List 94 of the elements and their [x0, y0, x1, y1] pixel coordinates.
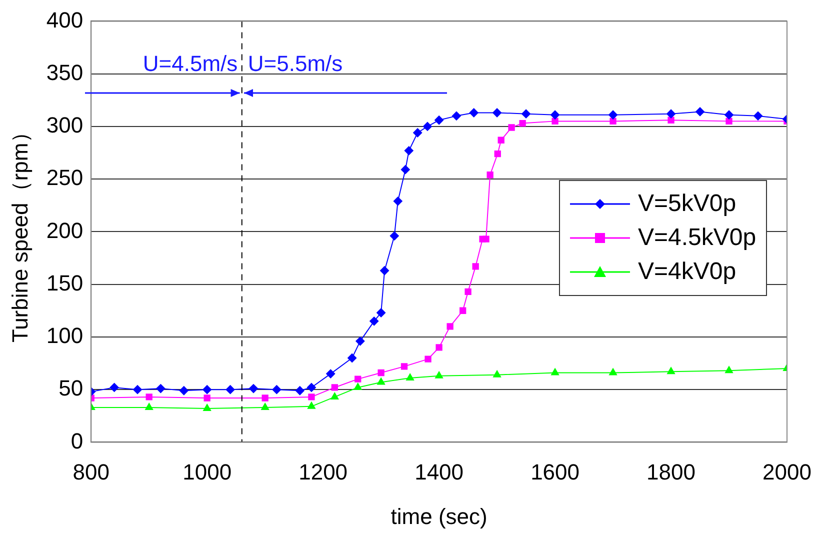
point [446, 323, 454, 330]
point [725, 366, 733, 374]
point [469, 108, 478, 118]
point [726, 118, 732, 125]
point [724, 110, 734, 120]
y-tick-label: 0 [70, 428, 84, 454]
x-tick-label: 1600 [530, 459, 580, 484]
y-tick-label: 50 [58, 376, 84, 401]
point [204, 394, 210, 402]
x-tick-label: 800 [72, 459, 110, 484]
y-axis-title: Turbine speed（rpm） [7, 120, 32, 343]
x-axis-title: time (sec) [390, 504, 488, 529]
point [400, 363, 408, 370]
point [666, 109, 676, 118]
point [508, 124, 515, 131]
point [436, 344, 442, 351]
point [435, 371, 444, 378]
point [330, 392, 339, 400]
x-tick-label: 1800 [646, 459, 696, 484]
point [146, 394, 152, 400]
point [754, 111, 763, 120]
point [400, 165, 410, 174]
point [348, 354, 357, 362]
point [494, 150, 501, 158]
point [464, 288, 472, 296]
point [486, 172, 494, 178]
point [610, 118, 616, 125]
point [376, 308, 386, 318]
point [308, 402, 316, 409]
x-tick-label: 1000 [182, 459, 232, 484]
point [326, 369, 336, 378]
point [202, 385, 212, 394]
point [248, 384, 258, 394]
point [668, 116, 674, 124]
point [406, 374, 414, 380]
point [460, 307, 466, 314]
annotation: U=4.5m/s [142, 51, 238, 78]
point [393, 196, 402, 206]
point [145, 402, 154, 410]
point [552, 118, 558, 125]
point [378, 369, 384, 376]
point [472, 263, 479, 270]
point [452, 111, 461, 120]
y-tick-label: 400 [46, 7, 84, 32]
y-tick-label: 350 [46, 60, 84, 85]
point [272, 385, 282, 394]
point [331, 384, 338, 391]
legend-label: V=4.5kV0p [638, 224, 756, 252]
y-tick-label: 300 [46, 112, 84, 138]
point [377, 378, 386, 385]
point [434, 116, 444, 125]
point [156, 384, 166, 394]
point [519, 120, 526, 127]
point [522, 109, 531, 118]
point [404, 146, 414, 156]
point [413, 128, 422, 138]
point [203, 404, 212, 412]
point [179, 386, 188, 396]
point [133, 385, 142, 394]
y-tick-label: 250 [46, 165, 84, 190]
point [306, 382, 316, 392]
point [354, 382, 362, 390]
y-tick-label: 100 [46, 323, 84, 348]
point [492, 108, 502, 118]
y-tick-label: 200 [46, 218, 84, 243]
point [370, 316, 379, 326]
point [424, 356, 432, 362]
y-tick-label: 150 [46, 270, 84, 296]
annotation: U=5.5m/s [248, 51, 343, 78]
x-tick-label: 2000 [762, 459, 812, 484]
point [226, 385, 235, 394]
point [696, 107, 705, 116]
legend-label: V=4kV0p [638, 258, 736, 286]
point [380, 266, 390, 276]
x-tick-label: 1400 [414, 459, 464, 484]
point [608, 110, 618, 120]
point [667, 367, 675, 374]
point [482, 236, 490, 242]
point [551, 368, 559, 376]
point [493, 370, 502, 378]
point [498, 136, 504, 144]
point [308, 394, 315, 400]
point [354, 376, 362, 382]
point [295, 386, 304, 396]
point [390, 231, 399, 240]
point [550, 110, 560, 120]
point [356, 336, 365, 346]
point [262, 394, 268, 402]
legend-label: V=5kV0p [638, 190, 736, 218]
x-tick-label: 1200 [298, 459, 348, 484]
point [261, 402, 270, 410]
point [609, 368, 617, 376]
point [422, 122, 432, 131]
point [110, 382, 119, 392]
